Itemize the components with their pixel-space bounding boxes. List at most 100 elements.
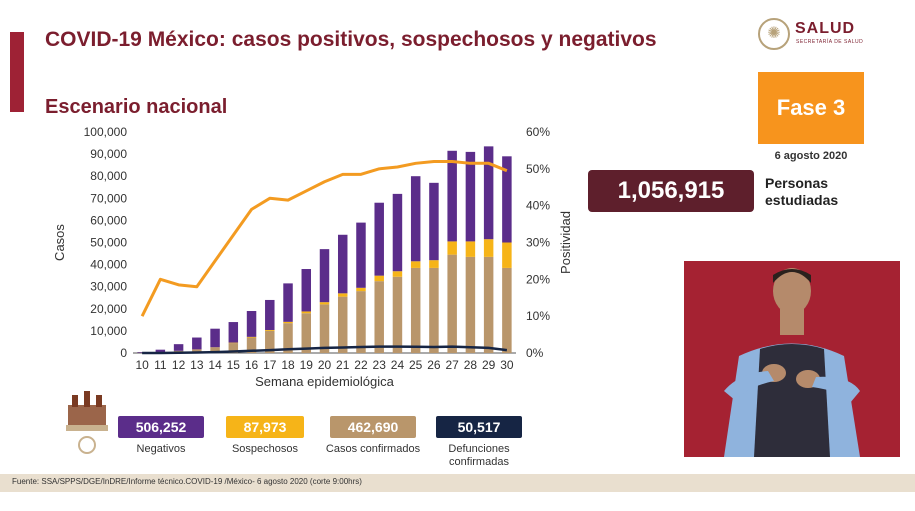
y2-tick-label: 40% <box>526 199 550 213</box>
bar-segment <box>265 299 275 331</box>
bar-segment <box>374 275 384 282</box>
eagle-seal-icon: ✺ <box>758 18 790 50</box>
x-tick-label: 15 <box>227 358 241 372</box>
bar-segment <box>337 296 348 353</box>
bar-segment <box>429 267 439 353</box>
bar-segment <box>410 176 421 262</box>
page-title: COVID-19 México: casos positivos, sospec… <box>45 28 657 51</box>
bar-segment <box>283 323 293 353</box>
bar-segment <box>410 261 421 268</box>
y-tick-label: 70,000 <box>90 191 127 205</box>
bar-segment <box>502 242 512 268</box>
bar-segment <box>337 234 348 294</box>
y-axis-label: Casos <box>52 224 67 261</box>
bar-segment <box>465 151 476 242</box>
bar-segment <box>483 256 494 353</box>
stat-sospechosos-label: Sospechosos <box>231 443 299 455</box>
monument-decoration-icon <box>66 391 108 454</box>
bar-segment <box>356 287 366 292</box>
bar-segment <box>483 146 494 240</box>
y-tick-label: 60,000 <box>90 213 127 227</box>
bar-segment <box>356 291 366 353</box>
bar-segment <box>210 347 220 353</box>
x-tick-label: 12 <box>172 358 186 372</box>
x-tick-label: 10 <box>135 358 149 372</box>
x-tick-label: 21 <box>336 358 350 372</box>
bar-segment <box>374 281 384 353</box>
stat-negativos-label: Negativos <box>136 443 186 455</box>
phase-badge: Fase 3 <box>758 72 864 144</box>
page-subtitle: Escenario nacional <box>45 96 228 118</box>
bar-segment <box>265 330 275 331</box>
salud-logo: ✺ SALUD SECRETARÍA DE SALUD <box>758 18 868 52</box>
x-tick-label: 23 <box>373 358 387 372</box>
y2-tick-label: 60% <box>526 125 550 139</box>
bar-segment <box>283 283 293 322</box>
logo-subtitle: SECRETARÍA DE SALUD <box>796 39 864 45</box>
bar-segment <box>319 302 330 305</box>
studied-count: 1,056,915 <box>588 170 754 212</box>
bar-segment <box>502 156 512 243</box>
bar-segment <box>192 337 202 350</box>
bar-segment <box>319 249 330 303</box>
bar-segment <box>447 254 457 353</box>
bar-segment <box>155 349 166 353</box>
bar-segment <box>465 256 476 353</box>
bar-segment <box>301 269 312 312</box>
bar-segment <box>447 241 457 255</box>
positivity-line <box>140 159 508 317</box>
bar-segment <box>301 313 312 353</box>
bar-segment <box>337 293 348 297</box>
bar-segment <box>246 337 257 353</box>
bar-segment <box>319 304 330 353</box>
bar-segment <box>228 322 239 343</box>
bar-segment <box>228 343 239 353</box>
source-footer: Fuente: SSA/SPPS/DGE/InDRE/Informe técni… <box>0 474 915 492</box>
cases-chart: 0 10,000 20,000 30,000 40,000 50,000 60,000 70,… <box>52 125 573 389</box>
y-tick-label: 30,000 <box>90 280 127 294</box>
x-tick-label: 16 <box>245 358 259 372</box>
bar-segment <box>246 336 257 338</box>
x-tick-label: 25 <box>409 358 423 372</box>
bar-segment <box>246 311 257 337</box>
studied-label: Personas estudiadas <box>765 175 839 208</box>
bar-segment <box>429 260 439 268</box>
x-axis-label: Semana epidemiológica <box>255 374 395 389</box>
x-tick-label: 18 <box>281 358 295 372</box>
x-tick-label: 29 <box>482 358 496 372</box>
x-tick-label: 19 <box>300 358 314 372</box>
stat-confirmados-label: Casos confirmados <box>325 443 421 455</box>
y-tick-label: 10,000 <box>90 324 127 338</box>
bar-segment <box>210 328 220 348</box>
y-tick-label: 20,000 <box>90 302 127 316</box>
source-text: Fuente: SSA/SPPS/DGE/InDRE/Informe técni… <box>12 477 362 486</box>
bar-segment <box>173 344 184 351</box>
x-tick-label: 22 <box>354 358 368 372</box>
x-tick-label: 30 <box>500 358 514 372</box>
x-tick-label: 14 <box>208 358 222 372</box>
accent-bar <box>10 32 24 112</box>
x-tick-label: 27 <box>445 358 459 372</box>
logo-name: SALUD <box>795 20 856 37</box>
bar-segment <box>356 222 366 288</box>
bar-segment <box>301 311 312 314</box>
bar-segment <box>392 271 403 277</box>
x-tick-label: 13 <box>190 358 204 372</box>
x-tick-label: 11 <box>154 358 167 372</box>
y2-axis-label: Positividad <box>558 211 573 274</box>
bar-segment <box>265 330 275 353</box>
report-date: 6 agosto 2020 <box>774 150 848 162</box>
x-tick-label: 26 <box>427 358 441 372</box>
bar-segment <box>283 321 293 324</box>
y2-tick-label: 10% <box>526 309 550 323</box>
y-tick-label: 40,000 <box>90 258 127 272</box>
bar-segment <box>410 267 421 353</box>
x-tick-label: 24 <box>391 358 405 372</box>
bar-segment <box>392 276 403 353</box>
y-tick-label: 50,000 <box>90 236 127 250</box>
bar-segment <box>429 182 439 261</box>
y-tick-label: 80,000 <box>90 169 127 183</box>
y-tick-label: 90,000 <box>90 147 127 161</box>
stat-defunciones-label: Defunciones confirmadas <box>448 443 510 468</box>
deaths-line <box>142 345 508 355</box>
